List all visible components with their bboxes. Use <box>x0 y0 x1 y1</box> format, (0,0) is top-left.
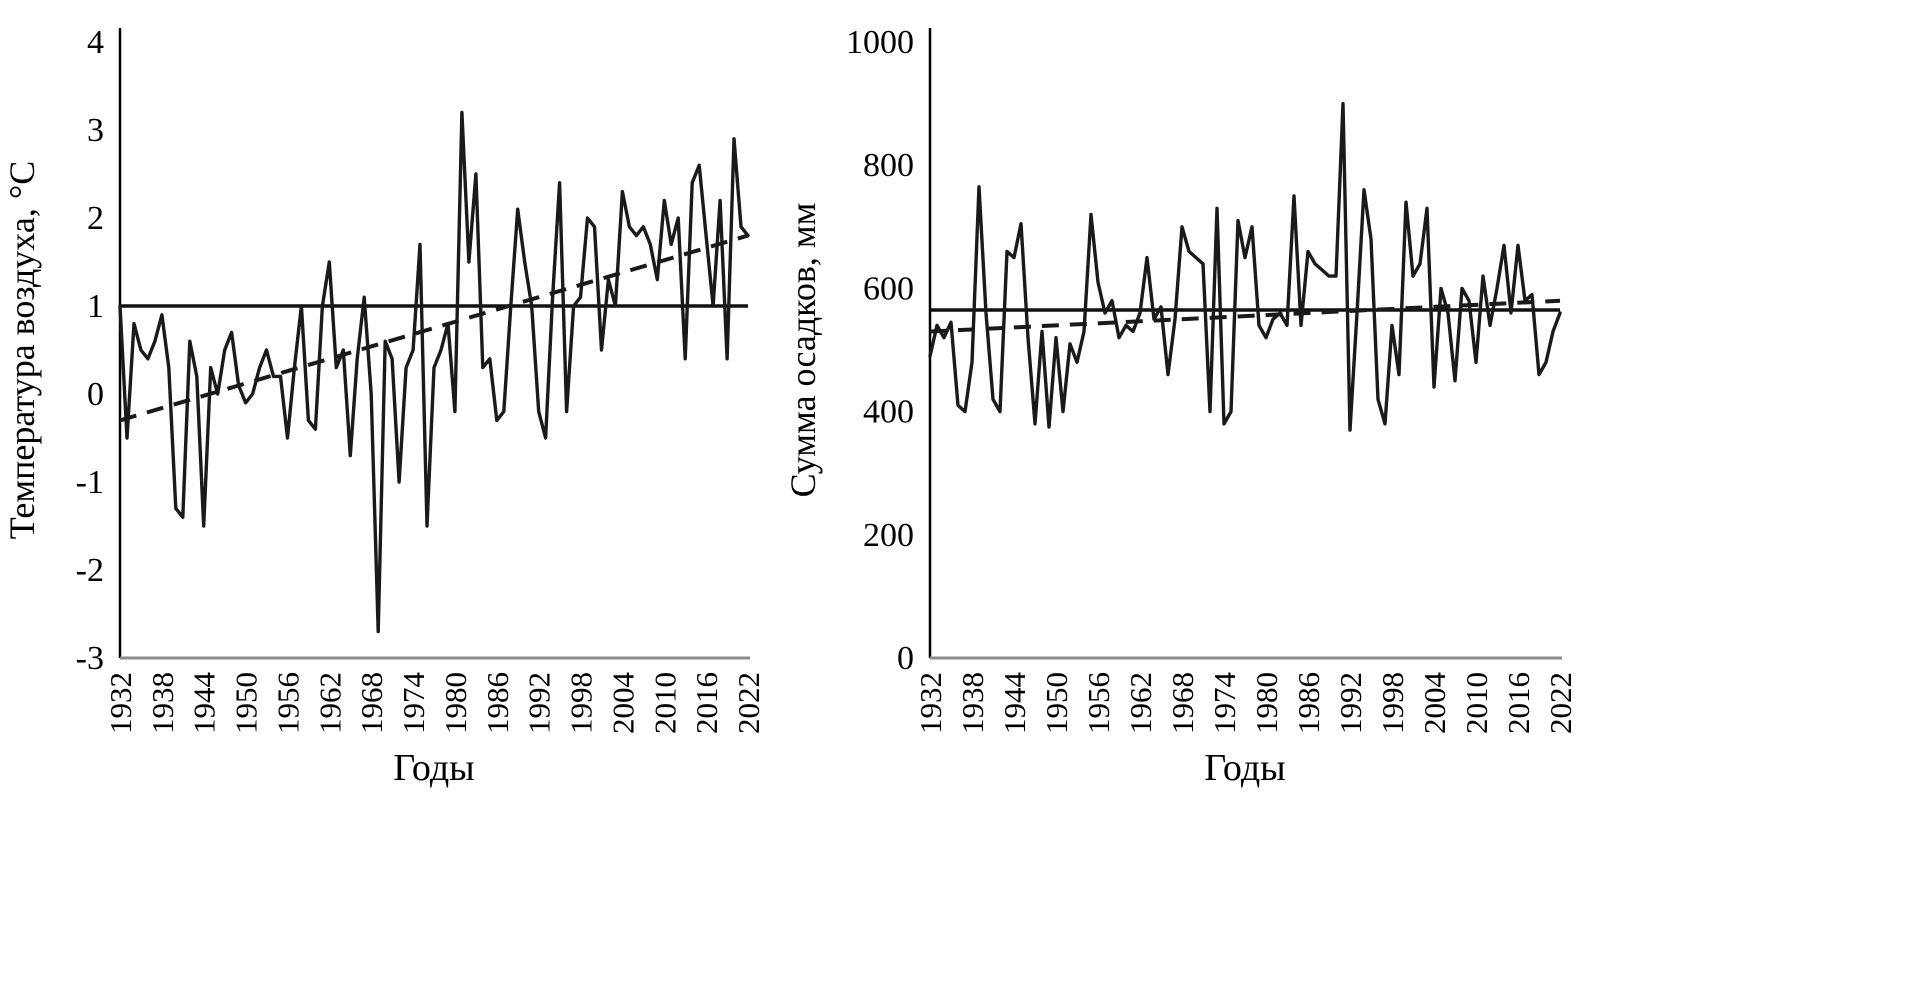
x-tick-label: 1956 <box>1081 672 1116 734</box>
x-tick-label: 1986 <box>1291 672 1326 734</box>
precipitation-panel: 0 200 400 600 800 1000 1932 1938 1944 1950 1956 196… <box>785 0 1617 1001</box>
y-axis-title: Температура воздуха, °С <box>2 161 42 539</box>
y-tick-label: 400 <box>863 394 914 431</box>
y-tick-label: 600 <box>863 270 914 307</box>
x-tick-label: 1968 <box>1165 672 1200 734</box>
x-tick-label: 2004 <box>1417 672 1452 735</box>
x-tick-label: 2004 <box>605 672 640 735</box>
x-axis-title: Годы <box>393 747 474 789</box>
x-tick-label: 1938 <box>145 672 180 734</box>
x-tick-label: 1986 <box>480 672 515 734</box>
x-tick-label: 1938 <box>955 672 990 734</box>
y-tick-label: -1 <box>76 464 104 501</box>
y-tick-label: -3 <box>76 640 104 677</box>
x-tick-label: 1962 <box>312 672 347 734</box>
x-tick-label: 1968 <box>354 672 389 734</box>
y-tick-label: 0 <box>897 640 914 677</box>
y-tick-label: 4 <box>87 24 104 61</box>
y-tick-label: -2 <box>76 552 104 589</box>
trend-line <box>929 298 1561 334</box>
temperature-panel: -3 -2 -1 0 1 2 3 4 1932 1938 1944 1950 1956 1962 1968 1… <box>0 0 785 1001</box>
x-tick-label: 2016 <box>689 672 724 734</box>
y-tick-label: 2 <box>87 200 104 237</box>
x-tick-label: 2022 <box>731 672 766 734</box>
x-tick-label: 1950 <box>229 672 264 734</box>
y-tick-label: 1000 <box>846 24 914 61</box>
x-tick-label: 1932 <box>913 672 948 734</box>
y-tick-label: 200 <box>863 517 914 554</box>
x-tick-label: 1980 <box>438 672 473 734</box>
x-tick-label: 1944 <box>187 672 222 735</box>
y-tick-label: 0 <box>87 376 104 413</box>
annual-series-line <box>928 101 1562 432</box>
x-tick-label: 2016 <box>1501 672 1536 734</box>
x-tick-label: 2010 <box>1459 672 1494 734</box>
x-tick-label: 2010 <box>647 672 682 734</box>
x-tick-label: 1944 <box>997 672 1032 735</box>
trend-line <box>119 233 749 423</box>
x-tick-label: 1992 <box>522 672 557 734</box>
x-tick-label: 1932 <box>103 672 138 734</box>
y-tick-label: 1 <box>87 288 104 325</box>
annual-series-line <box>118 110 750 634</box>
x-tick-label: 1998 <box>564 672 599 734</box>
x-tick-label: 1956 <box>270 672 305 734</box>
x-tick-label: 1974 <box>396 672 431 735</box>
x-tick-label: 1950 <box>1039 672 1074 734</box>
x-axis-title: Годы <box>1204 747 1285 789</box>
x-tick-label: 1992 <box>1333 672 1368 734</box>
x-tick-label: 1980 <box>1249 672 1284 734</box>
y-axis-title: Сумма осадков, мм <box>785 203 823 498</box>
x-tick-label: 1962 <box>1123 672 1158 734</box>
x-tick-label: 1974 <box>1207 672 1242 735</box>
x-tick-label: 1998 <box>1375 672 1410 734</box>
x-tick-label: 2022 <box>1543 672 1578 734</box>
y-tick-label: 3 <box>87 112 104 149</box>
y-tick-label: 800 <box>863 147 914 184</box>
